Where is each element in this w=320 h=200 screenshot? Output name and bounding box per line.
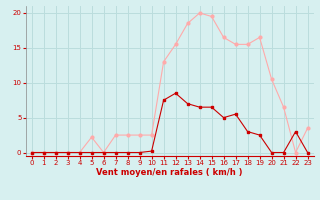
X-axis label: Vent moyen/en rafales ( km/h ): Vent moyen/en rafales ( km/h ) [96,168,243,177]
